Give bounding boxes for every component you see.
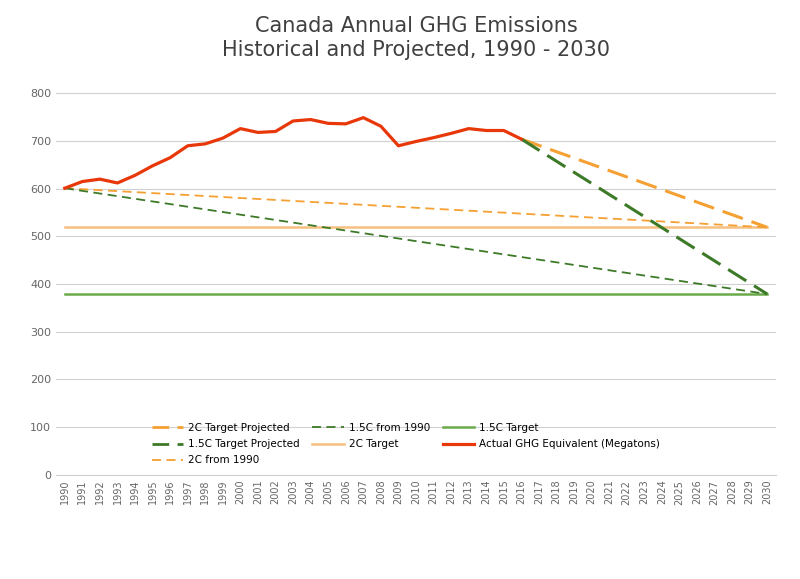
Title: Canada Annual GHG Emissions
Historical and Projected, 1990 - 2030: Canada Annual GHG Emissions Historical a…: [222, 16, 610, 60]
Legend: 2C Target Projected, 1.5C Target Projected, 2C from 1990, 1.5C from 1990, 2C Tar: 2C Target Projected, 1.5C Target Project…: [148, 419, 664, 470]
